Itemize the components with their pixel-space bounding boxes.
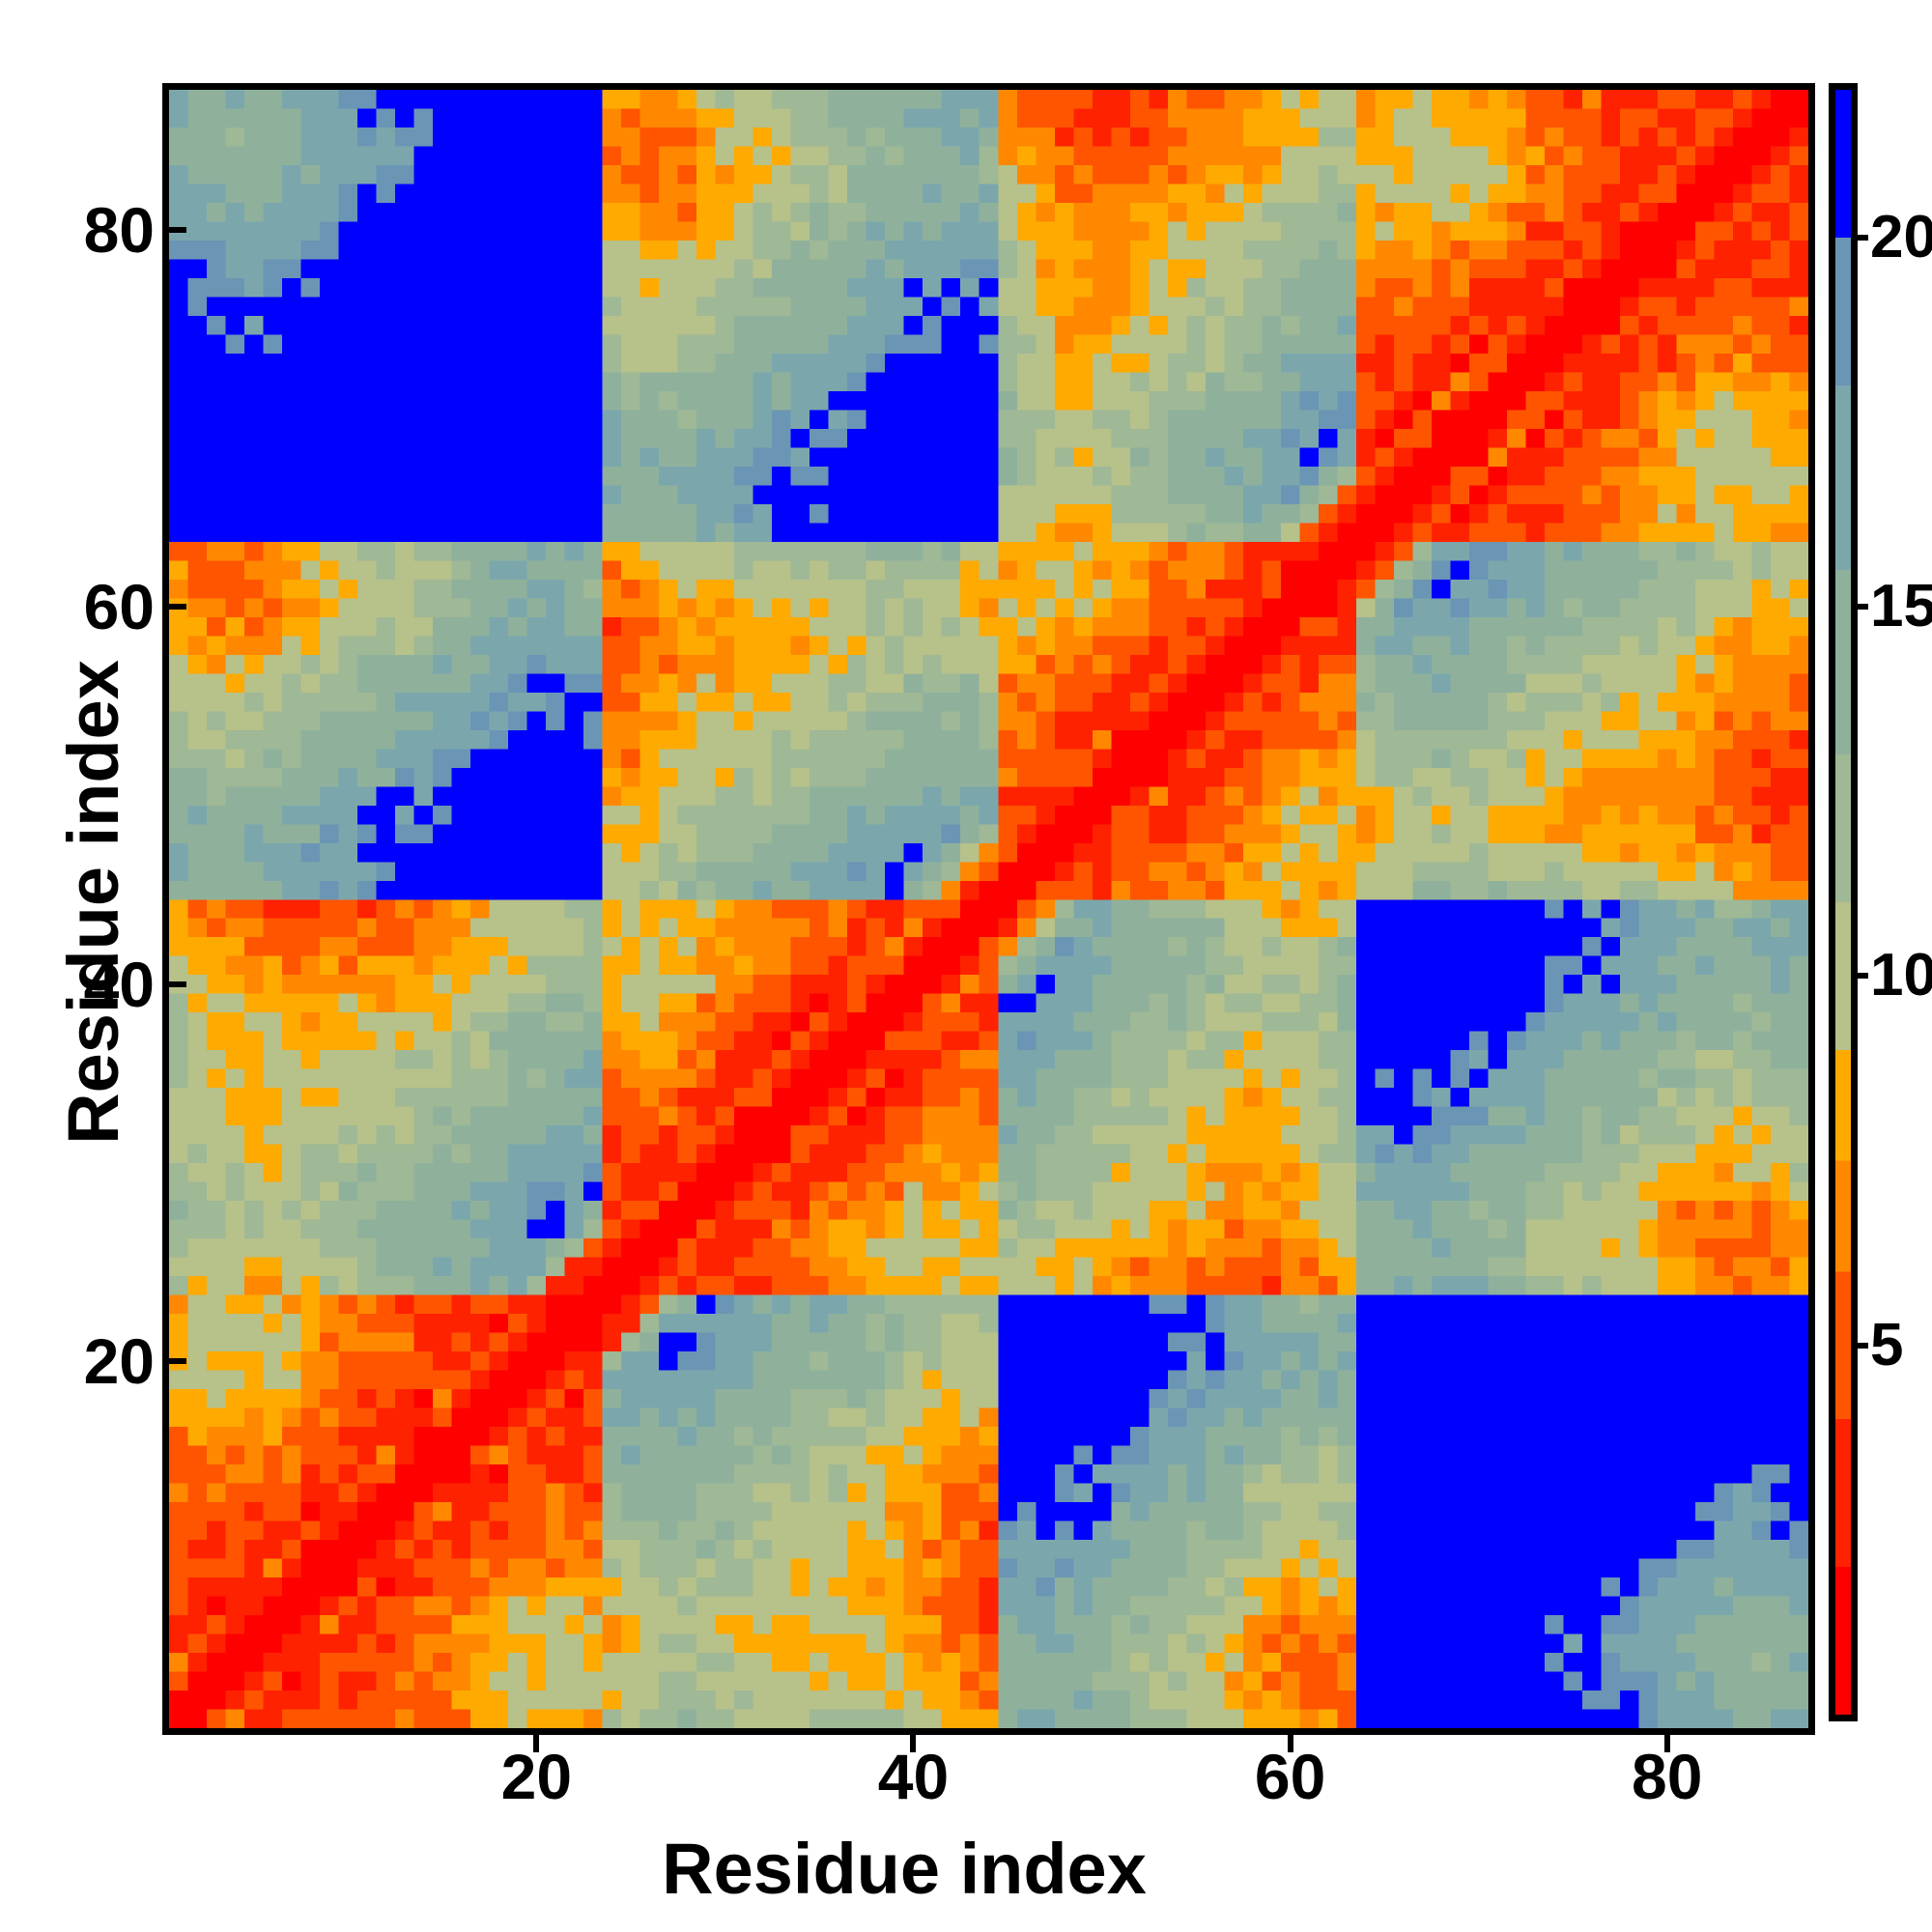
y-tick-label: 60: [83, 571, 155, 643]
x-tick-mark: [1663, 1735, 1670, 1752]
x-axis-label: Residue index: [662, 1829, 1147, 1909]
colorbar-tick-label: 5: [1870, 1311, 1904, 1378]
heatmap-plot-area: [162, 83, 1815, 1735]
colorbar-tick-mark: [1857, 1342, 1868, 1349]
y-tick-label: 20: [83, 1324, 155, 1397]
colorbar-tick-label: 15: [1870, 573, 1932, 640]
x-tick-label: 80: [1631, 1741, 1703, 1812]
y-tick-label: 80: [83, 194, 155, 267]
y-tick-mark: [169, 227, 186, 234]
colorbar: [1829, 83, 1858, 1721]
y-tick-label: 40: [83, 948, 155, 1020]
y-tick-mark: [169, 1357, 186, 1364]
y-tick-mark: [169, 604, 186, 611]
x-tick-label: 60: [1254, 1741, 1326, 1812]
x-tick-label: 20: [500, 1741, 573, 1812]
colorbar-tick-label: 10: [1870, 942, 1932, 1009]
heatmap-image: [169, 90, 1808, 1728]
x-tick-mark: [1287, 1735, 1293, 1752]
colorbar-tick-mark: [1857, 973, 1868, 980]
x-tick-mark: [533, 1735, 540, 1752]
colorbar-tick-label: 20: [1870, 203, 1932, 270]
y-tick-mark: [169, 980, 186, 987]
y-axis-label: Residue index: [53, 660, 133, 1145]
colorbar-tick-mark: [1857, 604, 1868, 611]
x-tick-mark: [910, 1735, 917, 1752]
colorbar-tick-mark: [1857, 234, 1868, 241]
x-tick-label: 40: [877, 1741, 950, 1812]
colorbar-gradient: [1835, 90, 1851, 1715]
